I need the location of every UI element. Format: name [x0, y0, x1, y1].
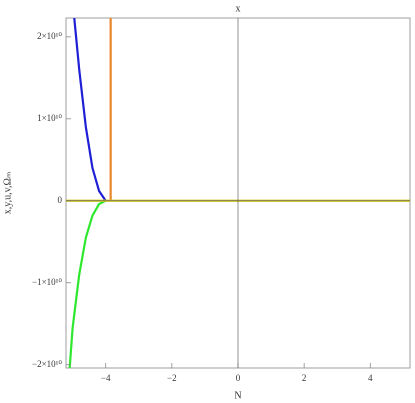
- x-tick-label: −2: [167, 373, 177, 383]
- series-line: [68, 199, 107, 368]
- x-tick-label: 4: [368, 373, 373, 383]
- x-tick-label: 2: [302, 373, 307, 383]
- series-line: [73, 18, 107, 202]
- y-axis-title: x,y,u,v,Ωₘ: [2, 172, 13, 214]
- y-tick-label: −2×10¹⁰: [32, 359, 62, 369]
- top-label: x: [236, 3, 241, 14]
- y-tick-label: 0: [58, 195, 63, 205]
- y-tick-label: 2×10¹⁰: [37, 31, 62, 41]
- x-tick-label: −4: [101, 373, 111, 383]
- x-axis-title: N: [234, 390, 241, 401]
- y-tick-label: −1×10¹⁰: [32, 277, 62, 287]
- x-tick-label: 0: [236, 373, 241, 383]
- y-tick-label: 1×10¹⁰: [37, 113, 62, 123]
